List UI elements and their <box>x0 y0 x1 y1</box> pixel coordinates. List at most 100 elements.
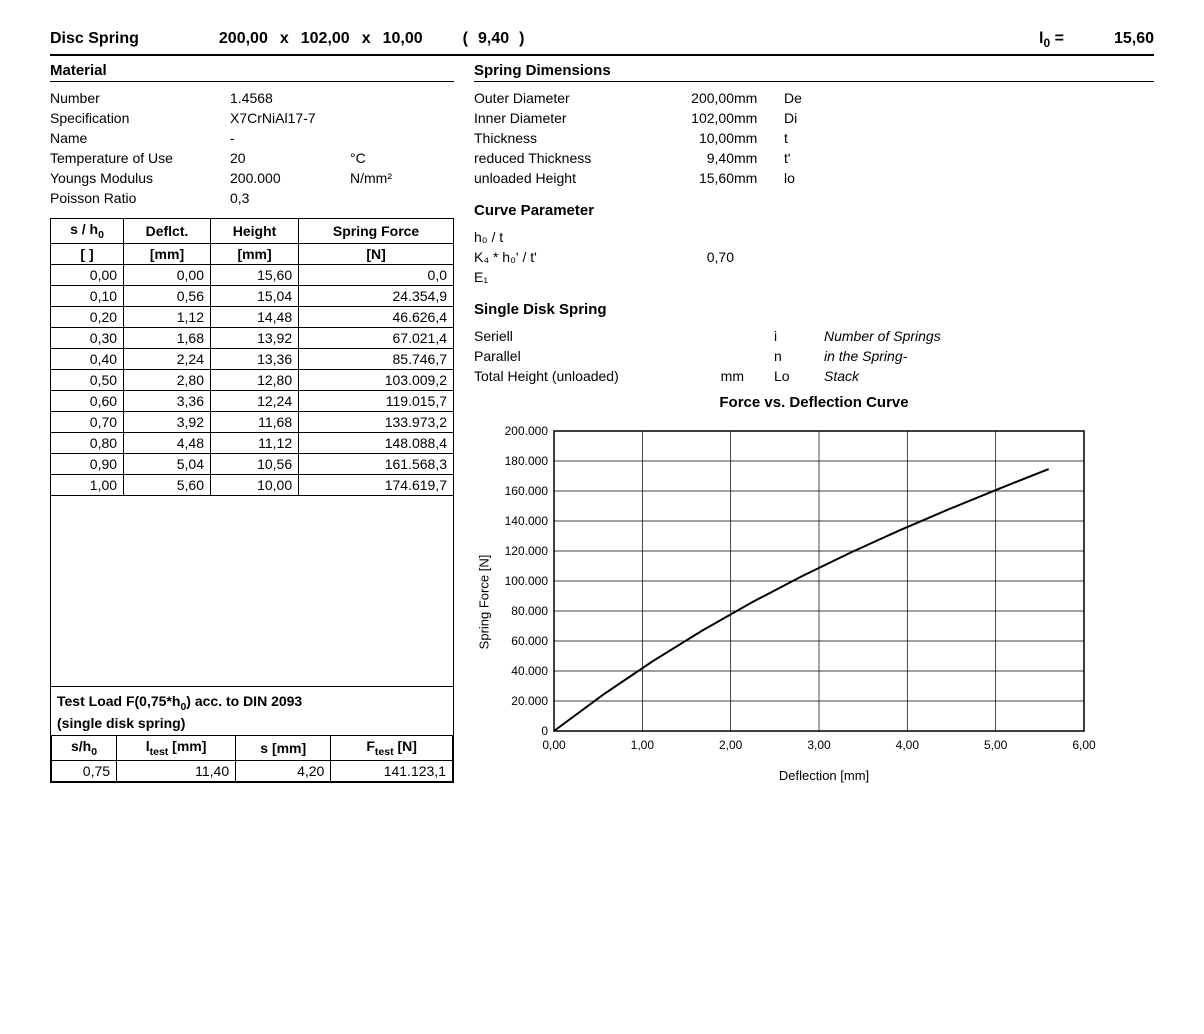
th-unit: [N] <box>299 243 454 264</box>
svg-text:200.000: 200.000 <box>505 424 549 438</box>
singledisk-block: Seriell i Number of SpringsParallel n in… <box>474 326 1154 386</box>
value: 15,60 <box>654 170 734 186</box>
svg-text:160.000: 160.000 <box>505 484 549 498</box>
label: Inner Diameter <box>474 110 654 126</box>
note: in the Spring- <box>824 348 907 364</box>
cell: 1,00 <box>51 474 124 495</box>
symbol: t <box>784 130 834 146</box>
cell: 0,40 <box>51 348 124 369</box>
test-title2: (single disk spring) <box>57 715 447 731</box>
svg-text:3,00: 3,00 <box>807 738 831 752</box>
label: Outer Diameter <box>474 90 654 106</box>
material-title: Material <box>50 62 454 82</box>
label: Name <box>50 130 230 146</box>
unit <box>350 110 410 126</box>
th: Spring Force <box>299 219 454 244</box>
value: X7CrNiAl17-7 <box>230 110 350 126</box>
symbol: Lo <box>774 368 824 384</box>
svg-text:100.000: 100.000 <box>505 574 549 588</box>
cell: 0,60 <box>51 390 124 411</box>
cell: 2,80 <box>124 369 211 390</box>
dim4: 9,40 <box>478 30 509 48</box>
cell: 174.619,7 <box>299 474 454 495</box>
test-title1: Test Load F(0,75*h0) acc. to DIN 2093 <box>57 693 447 713</box>
cell: 13,92 <box>210 327 298 348</box>
test-table: s/h0 ltest [mm] s [mm] Ftest [N] 0,7511,… <box>51 735 453 782</box>
cell: 67.021,4 <box>299 327 454 348</box>
cell: 85.746,7 <box>299 348 454 369</box>
symbol: lo <box>784 170 834 186</box>
th: Ftest [N] <box>331 735 453 760</box>
th: Height <box>210 219 298 244</box>
cell: 0,00 <box>51 264 124 285</box>
chart-xlabel: Deflection [mm] <box>494 768 1154 783</box>
cell: 0,75 <box>52 760 117 781</box>
svg-text:180.000: 180.000 <box>505 454 549 468</box>
page-header: Disc Spring 200,00 x 102,00 x 10,00 ( 9,… <box>50 30 1154 56</box>
cell: 5,04 <box>124 453 211 474</box>
th-unit: [ ] <box>51 243 124 264</box>
chart-title: Force vs. Deflection Curve <box>474 394 1154 411</box>
cell: 46.626,4 <box>299 306 454 327</box>
unit <box>350 130 410 146</box>
th: ltest [mm] <box>117 735 236 760</box>
label: Thickness <box>474 130 654 146</box>
th: s / h0 <box>51 219 124 244</box>
curveparam-title: Curve Parameter <box>474 202 1154 221</box>
svg-text:2,00: 2,00 <box>719 738 743 752</box>
label: Total Height (unloaded) <box>474 368 694 384</box>
title: Disc Spring <box>50 30 139 48</box>
cell: 12,80 <box>210 369 298 390</box>
lo-value: 15,60 <box>1114 30 1154 48</box>
svg-text:40.000: 40.000 <box>511 664 548 678</box>
lo-label: l0 = <box>1039 30 1064 50</box>
th: s/h0 <box>52 735 117 760</box>
unit: °C <box>350 150 410 166</box>
svg-text:60.000: 60.000 <box>511 634 548 648</box>
cell: 0,0 <box>299 264 454 285</box>
singledisk-title: Single Disk Spring <box>474 301 1154 320</box>
cell: 148.088,4 <box>299 432 454 453</box>
cell: 161.568,3 <box>299 453 454 474</box>
unit: mm <box>734 110 784 126</box>
sep-x: x <box>362 30 371 48</box>
chart-svg: 020.00040.00060.00080.000100.000120.0001… <box>494 421 1154 761</box>
label: E₁ <box>474 269 654 285</box>
value: 200,00 <box>654 90 734 106</box>
dim3: 10,00 <box>383 30 423 48</box>
cell: 11,40 <box>117 760 236 781</box>
unit: mm <box>734 150 784 166</box>
cell: 1,12 <box>124 306 211 327</box>
deflection-table: s / h0Deflct.HeightSpring Force[ ][mm][m… <box>50 218 454 496</box>
cell: 3,36 <box>124 390 211 411</box>
test-load-box: Test Load F(0,75*h0) acc. to DIN 2093 (s… <box>50 687 454 783</box>
unit: mm <box>734 130 784 146</box>
label: Parallel <box>474 348 694 364</box>
dim2: 102,00 <box>301 30 350 48</box>
cell: 13,36 <box>210 348 298 369</box>
cell: 0,20 <box>51 306 124 327</box>
svg-text:0: 0 <box>541 724 548 738</box>
cell: 11,12 <box>210 432 298 453</box>
cell: 14,48 <box>210 306 298 327</box>
label: Seriell <box>474 328 694 344</box>
cell: 15,60 <box>210 264 298 285</box>
value: - <box>230 130 350 146</box>
value: 9,40 <box>654 150 734 166</box>
paren-open: ( <box>463 30 468 48</box>
value <box>654 269 734 285</box>
svg-text:5,00: 5,00 <box>984 738 1008 752</box>
svg-text:80.000: 80.000 <box>511 604 548 618</box>
unit <box>350 190 410 206</box>
cell: 133.973,2 <box>299 411 454 432</box>
cell: 141.123,1 <box>331 760 453 781</box>
cell: 103.009,2 <box>299 369 454 390</box>
symbol: De <box>784 90 834 106</box>
svg-text:120.000: 120.000 <box>505 544 549 558</box>
note: Stack <box>824 368 859 384</box>
cell: 4,48 <box>124 432 211 453</box>
material-block: Number 1.4568 Specification X7CrNiAl17-7… <box>50 88 454 208</box>
label: reduced Thickness <box>474 150 654 166</box>
svg-text:0,00: 0,00 <box>542 738 566 752</box>
curveparam-block: h₀ / t K₄ * h₀' / t' 0,70E₁ <box>474 227 1154 287</box>
